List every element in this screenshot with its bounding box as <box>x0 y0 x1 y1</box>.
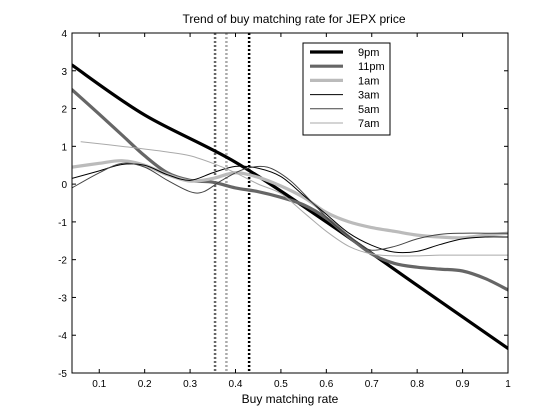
x-tick-label: 0.7 <box>365 379 379 390</box>
x-tick-label: 0.4 <box>229 379 243 390</box>
x-tick-label: 0.1 <box>92 379 106 390</box>
x-tick-label: 0.5 <box>274 379 288 390</box>
legend: 9pm 11pm 1am 3am 5am 7am <box>303 43 390 135</box>
y-tick-label: -3 <box>58 293 67 304</box>
legend-label-9pm: 9pm <box>358 47 379 59</box>
legend-label-3am: 3am <box>358 90 379 102</box>
x-tick-label: 0.6 <box>319 379 333 390</box>
x-tick-label: 1 <box>505 379 511 390</box>
y-tick-label: 4 <box>61 29 67 40</box>
y-tick-label: 1 <box>61 142 67 153</box>
legend-label-7am: 7am <box>358 118 379 130</box>
y-tick-label: -2 <box>58 256 67 267</box>
legend-label-5am: 5am <box>358 104 379 116</box>
x-tick-label: 0.9 <box>456 379 470 390</box>
legend-label-11pm: 11pm <box>358 61 385 73</box>
legend-label-1am: 1am <box>358 75 379 87</box>
x-axis-label: Buy matching rate <box>242 392 339 406</box>
y-tick-label: 2 <box>61 105 67 116</box>
x-tick-label: 0.8 <box>410 379 424 390</box>
y-tick-label: -5 <box>58 369 67 380</box>
x-tick-label: 0.2 <box>138 379 152 390</box>
y-tick-label: -1 <box>58 218 67 229</box>
y-tick-label: 0 <box>61 180 67 191</box>
y-tick-label: 3 <box>61 67 67 78</box>
chart-title: Trend of buy matching rate for JEPX pric… <box>183 12 406 26</box>
y-tick-label: -4 <box>58 331 67 342</box>
x-tick-label: 0.3 <box>183 379 197 390</box>
